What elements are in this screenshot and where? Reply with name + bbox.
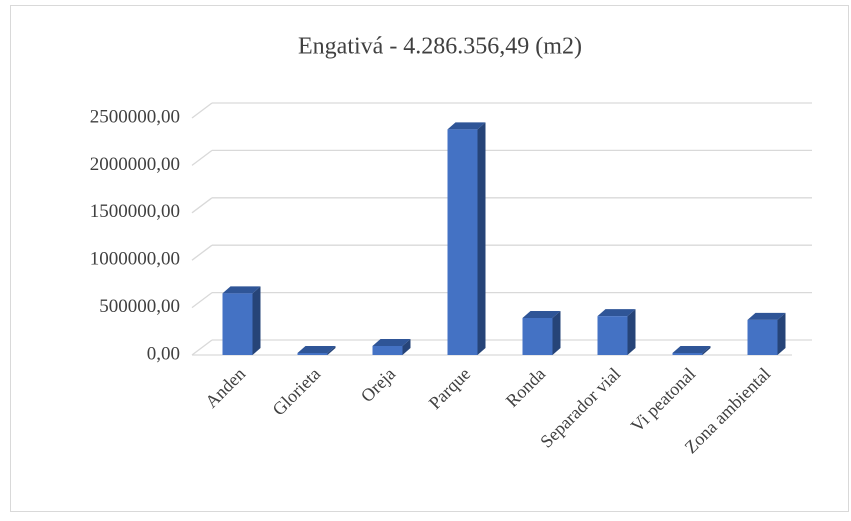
chart-border bbox=[10, 5, 849, 512]
bar-top bbox=[522, 311, 561, 319]
bar-side bbox=[327, 346, 336, 355]
chart-title: Engativá - 4.286.356,49 (m2) bbox=[298, 34, 582, 60]
bar-top bbox=[222, 286, 261, 294]
bar-front bbox=[447, 129, 478, 355]
bar-front bbox=[372, 345, 403, 355]
bar-front bbox=[297, 353, 328, 355]
bar bbox=[672, 346, 711, 355]
bar bbox=[297, 346, 336, 355]
bar-side bbox=[702, 346, 711, 355]
bar bbox=[597, 309, 636, 355]
grid-side bbox=[191, 102, 213, 119]
bar-front bbox=[222, 293, 253, 355]
bar-side bbox=[777, 312, 786, 355]
y-tick-label: 2500000,00 bbox=[90, 106, 180, 127]
bar-side bbox=[552, 311, 561, 355]
bar bbox=[747, 312, 786, 355]
y-tick-label: 2000000,00 bbox=[90, 154, 180, 175]
bar-top bbox=[447, 122, 486, 130]
y-tick-label: 500000,00 bbox=[99, 296, 180, 317]
bar-top bbox=[297, 346, 336, 353]
bar-front bbox=[522, 318, 553, 355]
bar bbox=[372, 338, 411, 355]
bar-top bbox=[597, 309, 636, 317]
bar-front bbox=[747, 319, 778, 355]
bar-top bbox=[747, 312, 786, 320]
grid-side bbox=[191, 244, 213, 261]
bar-top bbox=[372, 338, 411, 346]
bar-side bbox=[252, 286, 261, 355]
bar bbox=[447, 122, 486, 355]
bar bbox=[222, 286, 261, 355]
grid-side bbox=[191, 339, 213, 356]
y-tick-label: 1000000,00 bbox=[90, 249, 180, 270]
bar-front bbox=[597, 316, 628, 355]
bar bbox=[522, 311, 561, 355]
bar-top bbox=[672, 346, 711, 353]
bar-side bbox=[402, 338, 411, 355]
bar-side bbox=[477, 122, 486, 355]
bar-front bbox=[672, 353, 703, 355]
y-tick-label: 1500000,00 bbox=[90, 201, 180, 222]
grid-side bbox=[191, 149, 213, 166]
grid-side bbox=[191, 197, 213, 214]
y-tick-label: 0,00 bbox=[147, 343, 180, 364]
bar-side bbox=[627, 309, 636, 355]
grid-side bbox=[191, 292, 213, 309]
